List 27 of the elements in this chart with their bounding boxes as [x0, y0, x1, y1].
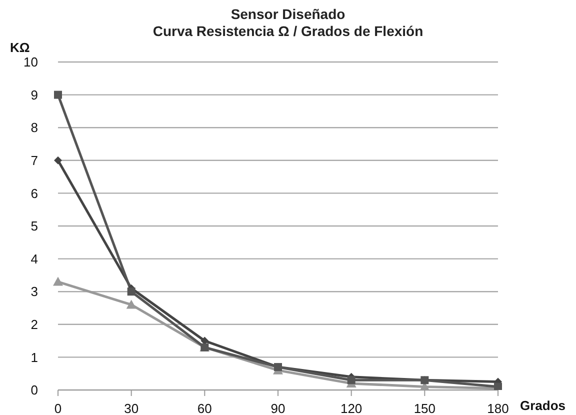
y-tick-label: 3 [30, 284, 38, 300]
y-tick-label: 6 [30, 186, 38, 201]
point [127, 288, 136, 296]
point [53, 276, 63, 286]
y-tick-label: 0 [30, 382, 38, 398]
y-axis-title: KΩ [10, 40, 30, 55]
point [347, 376, 356, 384]
x-tick-label: 90 [270, 401, 286, 415]
y-tick-label: 7 [30, 153, 38, 168]
x-tick-label: 30 [124, 401, 139, 415]
chart-title: Sensor Diseñado Curva Resistencia Ω / Grados de Flexión [152, 6, 424, 40]
y-tick-label: 9 [30, 87, 38, 102]
y-tick-label: 8 [30, 120, 38, 136]
y-tick-label: 10 [24, 54, 38, 70]
x-tick-label: 180 [487, 401, 509, 415]
x-tick-label: 0 [54, 401, 62, 415]
point [126, 300, 136, 309]
y-tick-label: 5 [30, 218, 38, 234]
y-tick-label: 1 [30, 350, 38, 365]
y-tick-label: 4 [30, 251, 38, 266]
y-tick-label: 2 [30, 317, 38, 332]
x-tick-label: 60 [197, 401, 212, 415]
point [54, 156, 62, 164]
x-axis-title: Grados [520, 398, 566, 413]
point [54, 90, 62, 99]
x-tick-label: 120 [340, 401, 362, 415]
x-tick-label: 150 [414, 401, 436, 415]
